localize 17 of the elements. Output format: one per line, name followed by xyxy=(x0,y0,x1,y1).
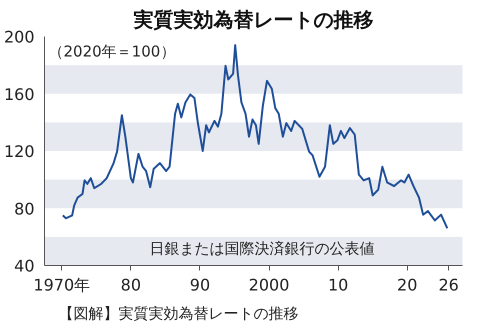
x-tick-label: 10 xyxy=(328,276,348,294)
y-tick-label: 40 xyxy=(14,256,34,276)
chart-title: 実質実効為替レートの推移 xyxy=(132,8,374,32)
text: 【図解】実質実効為替レートの推移 xyxy=(58,304,298,322)
y-tick-label: 200 xyxy=(4,28,35,46)
y-tick-label: 120 xyxy=(4,142,35,161)
y-tick-label: 80 xyxy=(14,199,34,218)
x-tick-label: 90 xyxy=(190,276,210,294)
chart-subtitle: （2020年＝100） xyxy=(48,42,176,60)
x-tick-label: 20 xyxy=(397,276,418,294)
x-tick-label: 1970年 xyxy=(33,276,90,294)
x-tick-label: 2000 xyxy=(248,276,290,294)
line-series xyxy=(62,44,448,230)
x-tick-label: 26 xyxy=(438,276,459,294)
y-tick-label: 160 xyxy=(4,84,35,104)
annotation: 日銀または国際決済銀行の公表値 xyxy=(149,240,374,258)
x-tick-label: 80 xyxy=(120,276,142,294)
